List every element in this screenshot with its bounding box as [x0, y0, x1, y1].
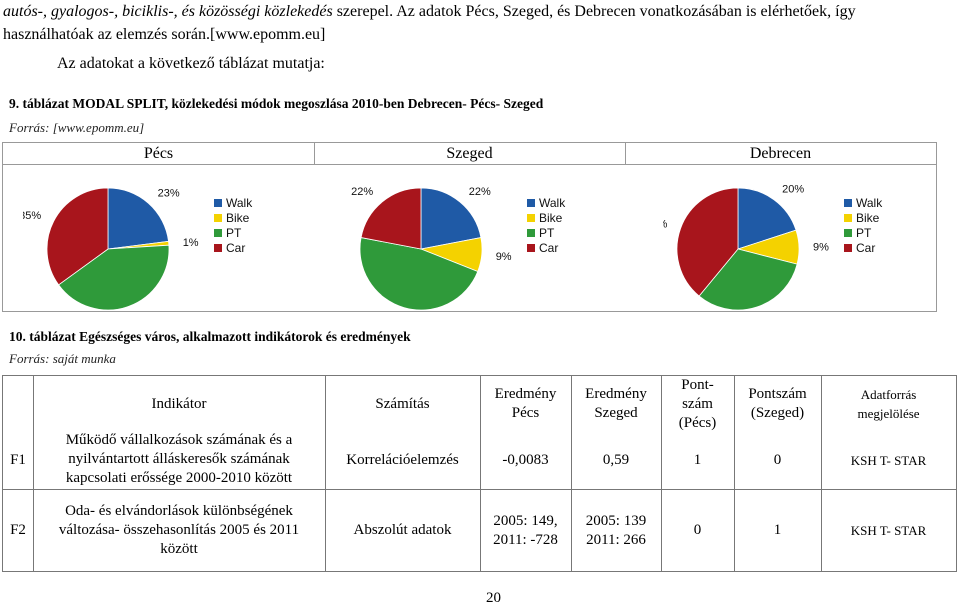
legend-label-car: Car	[226, 241, 245, 255]
legend-swatch-car	[527, 244, 535, 252]
pie-slice-walk	[420, 187, 482, 250]
intro-line-1-rest: szerepel. Az adatok Pécs, Szeged, és Deb…	[332, 3, 856, 20]
legend-label-car: Car	[856, 241, 875, 255]
f2-pontszam-pecs: 0	[693, 522, 702, 538]
f1-indikator: Működő vállalkozások számának és a nyilv…	[65, 431, 293, 486]
column-divider	[571, 376, 572, 571]
legend-label-bike: Bike	[226, 211, 250, 225]
intro-line-2: használhatóak az elemzés során.[www.epom…	[3, 26, 326, 43]
legend-label-walk: Walk	[539, 196, 566, 210]
row-divider	[3, 489, 956, 490]
f1-adatforras: KSH T- STAR	[850, 453, 927, 468]
intro-line-3: Az adatokat a következő táblázat mutatja…	[57, 55, 325, 72]
pie-value-label: 9%	[813, 242, 829, 254]
column-divider	[480, 376, 481, 571]
f2-indikator: Oda- és elvándorlások különbségének vált…	[58, 503, 300, 557]
pie-slice-walk	[737, 187, 797, 250]
f2-eredmeny-pecs: 2005: 149, 2011: -728	[493, 512, 558, 548]
header-pontszam-szeged: Pontszám (Szeged)	[748, 386, 807, 421]
pie-slice-car	[676, 187, 739, 297]
pie-value-label: 9%	[496, 251, 512, 263]
pie-slice-pt	[698, 248, 798, 311]
intro-line-1: autós-, gyalogos-, biciklis-, és közössé…	[3, 0, 953, 23]
pie-slice-car	[360, 187, 422, 250]
f2-pontszam-szeged: 1	[773, 522, 782, 538]
pie-value-label: 1%	[183, 237, 199, 249]
pie-slice-pt	[58, 244, 170, 311]
column-divider	[33, 376, 34, 571]
pie-slice-car	[46, 187, 109, 286]
header-pecs: Pécs	[3, 143, 314, 165]
header-pontszam-pecs: Pont- szám (Pécs)	[678, 376, 717, 431]
legend-swatch-walk	[527, 199, 535, 207]
f1-szamitas: Korrelációelemzés	[346, 452, 459, 468]
row-id-f2: F2	[10, 522, 26, 538]
f1-pontszam-szeged: 0	[773, 452, 782, 468]
header-szamitas: Számítás	[375, 395, 430, 412]
legend-label-car: Car	[539, 241, 558, 255]
legend-label-pt: PT	[539, 226, 555, 240]
pie-slice-walk	[107, 187, 169, 250]
legend-swatch-walk	[214, 199, 222, 207]
pie-value-label: 39%	[663, 219, 668, 231]
header-eredmeny-szeged: Eredmény Szeged	[585, 386, 647, 421]
indicator-table: Indikátor Számítás Eredmény Pécs Eredmén…	[2, 375, 957, 572]
column-divider	[734, 376, 735, 571]
modal-split-table: Pécs Szeged Debrecen 23%1%41%35%WalkBike…	[2, 142, 937, 312]
row-id-f1: F1	[10, 452, 26, 468]
column-divider	[661, 376, 662, 571]
legend-swatch-car	[214, 244, 222, 252]
legend-swatch-bike	[844, 214, 852, 222]
header-eredmeny-pecs: Eredmény Pécs	[494, 386, 557, 421]
table9-source: Forrás: [www.epomm.eu]	[9, 120, 145, 135]
legend-swatch-pt	[214, 229, 222, 237]
pie-value-label: 22%	[469, 186, 491, 198]
column-divider	[625, 143, 626, 165]
legend-swatch-bike	[214, 214, 222, 222]
pie-value-label: 20%	[782, 183, 804, 195]
f1-eredmeny-pecs: -0,0083	[502, 452, 549, 468]
header-indikator: Indikátor	[151, 395, 207, 412]
f2-eredmeny-szeged: 2005: 139 2011: 266	[585, 512, 647, 548]
intro-italic-text: autós-, gyalogos-, biciklis-, és közössé…	[3, 3, 333, 20]
column-divider	[325, 376, 326, 571]
table10-source: Forrás: saját munka	[9, 351, 116, 366]
legend-label-walk: Walk	[856, 196, 883, 210]
table9-caption: 9. táblázat MODAL SPLIT, közlekedési mód…	[9, 96, 544, 111]
legend-swatch-pt	[844, 229, 852, 237]
legend-swatch-car	[844, 244, 852, 252]
legend-label-pt: PT	[226, 226, 242, 240]
pie-value-label: 22%	[351, 186, 373, 198]
legend-label-bike: Bike	[856, 211, 880, 225]
f2-adatforras: KSH T- STAR	[850, 523, 927, 538]
table10-caption: 10. táblázat Egészséges város, alkalmazo…	[9, 329, 411, 344]
legend-swatch-bike	[527, 214, 535, 222]
f1-pontszam-pecs: 1	[693, 452, 702, 468]
legend-swatch-pt	[527, 229, 535, 237]
f1-eredmeny-szeged: 0,59	[602, 452, 630, 468]
header-szeged: Szeged	[314, 143, 625, 165]
legend-label-pt: PT	[856, 226, 872, 240]
pie-value-label: 35%	[23, 210, 41, 222]
legend-label-walk: Walk	[226, 196, 253, 210]
legend-label-bike: Bike	[539, 211, 563, 225]
header-adatforras: Adatforrás megjelölése	[857, 387, 920, 421]
pie-slice-pt	[359, 237, 479, 311]
legend-swatch-walk	[844, 199, 852, 207]
f2-szamitas: Abszolút adatok	[353, 522, 452, 538]
header-debrecen: Debrecen	[625, 143, 936, 165]
pie-value-label: 23%	[158, 188, 180, 200]
page-number: 20	[486, 590, 501, 606]
column-divider	[314, 143, 315, 165]
column-divider	[821, 376, 822, 571]
